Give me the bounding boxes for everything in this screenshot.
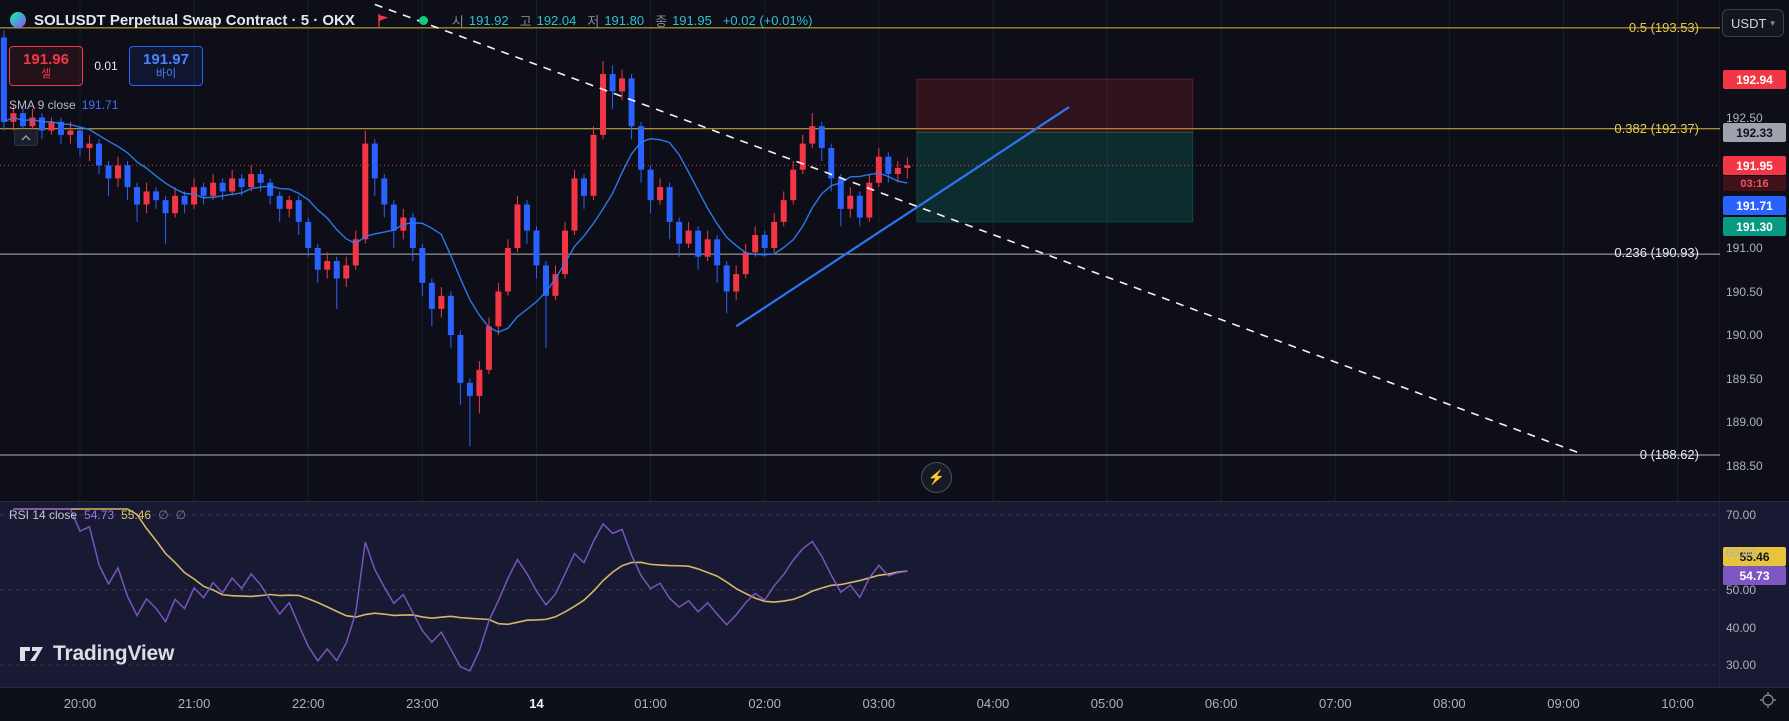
watermark-text: TradingView xyxy=(53,642,175,665)
last-price-badge: 191.95 xyxy=(1723,156,1786,175)
time-axis-label: 05:00 xyxy=(1090,696,1124,711)
buy-button[interactable]: 191.97 바이 xyxy=(129,46,203,86)
rsi-chart-canvas[interactable] xyxy=(0,502,1720,688)
price-axis-label: 190.00 xyxy=(1726,328,1763,342)
chart-header: SOLUSDT Perpetual Swap Contract · 5 · OK… xyxy=(0,0,818,40)
chevron-up-icon xyxy=(21,134,31,141)
target-price-badge: 191.30 xyxy=(1723,217,1786,236)
time-axis-label: 21:00 xyxy=(177,696,211,711)
price-axis-label: 192.50 xyxy=(1726,110,1763,125)
rsi-value-badge: 54.73 xyxy=(1723,566,1786,585)
sell-price: 191.96 xyxy=(23,50,69,68)
rsi-legend-label: RSI 14 close xyxy=(9,508,78,522)
price-chart-canvas[interactable] xyxy=(0,0,1720,502)
rsi-axis-label: 60.00 xyxy=(1726,545,1757,560)
sma-legend-label: SMA 9 close xyxy=(9,98,76,112)
time-axis-label: 02:00 xyxy=(748,696,781,711)
sell-button[interactable]: 191.96 셀 xyxy=(9,46,83,86)
fib-label-0: 0 (188.62) xyxy=(1639,447,1699,462)
spread-value: 0.01 xyxy=(94,59,118,73)
fib-label-0-382: 0.382 (192.37) xyxy=(1614,121,1699,136)
symbol-title: SOLUSDT Perpetual Swap Contract · 5 · OK… xyxy=(34,11,355,29)
market-status-icon xyxy=(418,15,428,25)
low-label: 저 xyxy=(587,13,600,29)
open-value: 191.92 xyxy=(468,12,509,28)
close-label: 종 xyxy=(655,13,668,29)
price-axis-label: 188.50 xyxy=(1726,458,1763,473)
stop-price-badge: 192.94 xyxy=(1723,70,1786,89)
price-axis[interactable]: 192.94 192.33 191.95 03:16 191.71 191.30… xyxy=(1719,0,1789,688)
time-axis-label: 08:00 xyxy=(1433,696,1466,711)
rsi-band-empty-2: ∅ xyxy=(175,508,187,522)
instrument-logo-icon xyxy=(10,12,26,28)
currency-dropdown-label: USDT xyxy=(1731,15,1767,31)
lightning-marker-icon[interactable]: ⚡ xyxy=(921,462,952,493)
bar-countdown-badge: 03:16 xyxy=(1723,176,1786,191)
time-axis[interactable]: 20:00 21:00 22:00 23:00 14 01:00 02:00 03:00 04:… xyxy=(0,687,1789,721)
pane-separator[interactable] xyxy=(0,501,1789,502)
sma-legend: SMA 9 close 191.71 xyxy=(9,98,118,112)
buy-price: 191.97 xyxy=(143,50,189,68)
sma-legend-value: 191.71 xyxy=(81,98,119,112)
time-axis-label: 09:00 xyxy=(1547,696,1580,711)
crosshair-target-icon[interactable] xyxy=(1759,691,1777,714)
ohlc-legend: 시 191.92 고 192.04 저 191.80 종 191.95 +0.0… xyxy=(452,11,819,30)
fib-label-0-236: 0.236 (190.93) xyxy=(1614,245,1699,260)
price-axis-label: 190.50 xyxy=(1726,284,1763,299)
time-axis-label: 01:00 xyxy=(634,696,667,711)
chevron-down-icon: ▾ xyxy=(1770,17,1775,28)
fib-label-0-5: 0.5 (193.53) xyxy=(1628,20,1699,35)
price-axis-label: 191.00 xyxy=(1726,241,1763,255)
rsi-axis-label: 40.00 xyxy=(1726,620,1757,635)
rsi-legend-value: 54.73 xyxy=(84,508,115,522)
rsi-axis-label: 50.00 xyxy=(1726,583,1757,597)
time-axis-label: 22:00 xyxy=(291,696,325,711)
entry-price-badge: 192.33 xyxy=(1723,123,1786,142)
time-axis-label: 14 xyxy=(529,696,544,711)
time-axis-label: 04:00 xyxy=(976,696,1010,711)
rsi-legend: RSI 14 close 54.73 55.46 ∅ ∅ xyxy=(9,508,186,522)
close-value: 191.95 xyxy=(672,12,712,28)
time-axis-label: 07:00 xyxy=(1319,696,1352,711)
legend-collapse-button[interactable] xyxy=(14,129,38,146)
rsi-ma-legend-value: 55.46 xyxy=(121,508,152,522)
buy-label: 바이 xyxy=(155,67,177,80)
time-axis-label: 23:00 xyxy=(406,696,439,711)
sell-label: 셀 xyxy=(40,67,52,80)
price-axis-label: 189.00 xyxy=(1726,415,1763,429)
time-axis-label: 20:00 xyxy=(63,696,97,711)
currency-dropdown[interactable]: USDT ▾ xyxy=(1722,9,1784,37)
sma-value-badge: 191.71 xyxy=(1723,196,1786,215)
rsi-band-empty-1: ∅ xyxy=(158,508,169,522)
flag-marker-icon[interactable] xyxy=(377,13,389,28)
trade-widget: 191.96 셀 0.01 191.97 바이 xyxy=(9,46,203,86)
low-value: 191.80 xyxy=(604,12,645,28)
rsi-ma-value-badge: 55.46 xyxy=(1723,547,1786,566)
price-axis-label: 189.50 xyxy=(1726,371,1763,386)
high-label: 고 xyxy=(519,13,532,29)
rsi-axis-label: 70.00 xyxy=(1726,508,1757,522)
tradingview-logo-icon xyxy=(20,647,43,661)
tradingview-watermark: TradingView xyxy=(16,642,174,666)
high-value: 192.04 xyxy=(536,12,577,28)
open-label: 시 xyxy=(451,13,464,29)
change-value: +0.02 (+0.01%) xyxy=(722,12,813,28)
time-axis-label: 03:00 xyxy=(862,696,896,711)
rsi-axis-label: 30.00 xyxy=(1726,658,1757,672)
time-axis-label: 10:00 xyxy=(1661,696,1694,711)
time-axis-label: 06:00 xyxy=(1204,696,1238,711)
